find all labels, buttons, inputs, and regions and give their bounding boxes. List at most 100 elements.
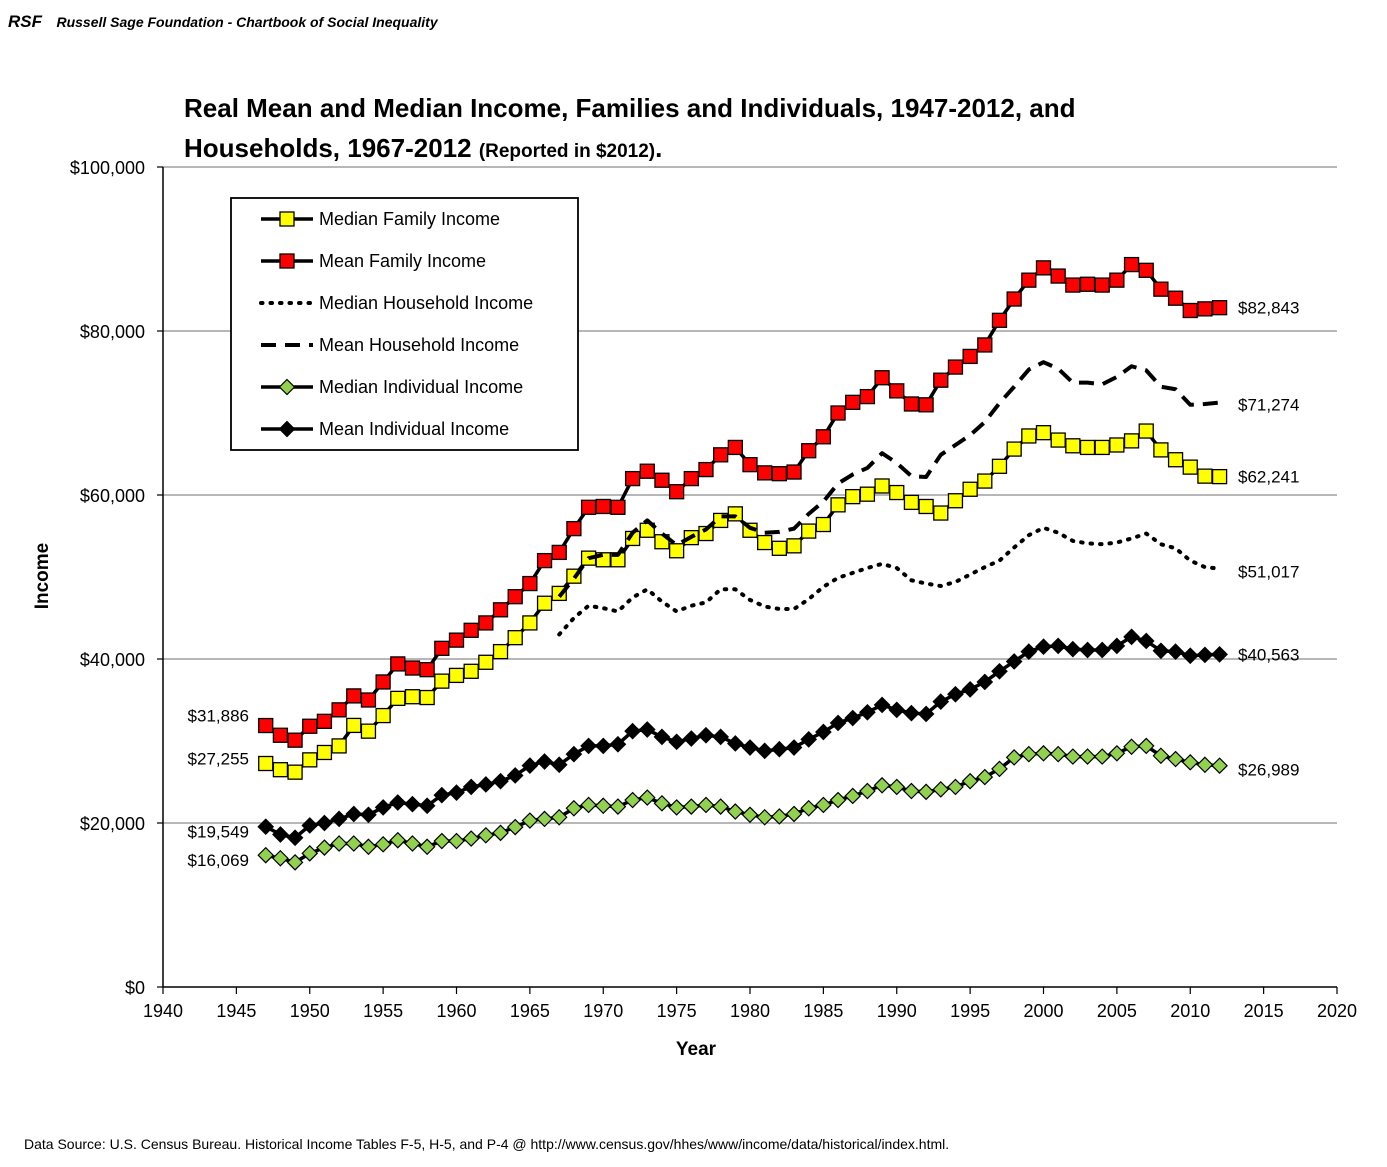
legend-marker-median-family-income [279, 211, 295, 227]
median-family-income-point [727, 506, 743, 522]
y-tick-label: $60,000 [80, 486, 145, 506]
median-individual-income-point [272, 849, 289, 867]
mean-individual-income-point [330, 810, 348, 828]
median-family-income-point [947, 493, 964, 509]
median-family-income-point [1094, 439, 1110, 456]
mean-family-income-point [713, 447, 729, 463]
mean-individual-income-point [272, 826, 289, 843]
median-family-income-point [492, 643, 509, 660]
mean-family-income-point [801, 443, 817, 459]
median-individual-income-point [374, 835, 392, 853]
median-family-income-point [962, 481, 978, 497]
end-value-label: $71,274 [1238, 396, 1299, 415]
median-family-income-series [258, 423, 1228, 780]
mean-family-income-point [302, 718, 318, 734]
mean-family-income-point [390, 656, 406, 672]
mean-individual-income-point [873, 696, 891, 714]
median-individual-income-point [1108, 744, 1126, 762]
mean-family-income-point [463, 622, 479, 638]
median-individual-income-point [1211, 757, 1228, 775]
x-tick-label: 1940 [143, 1001, 183, 1021]
mean-family-income-point [272, 727, 289, 743]
median-family-income-point [1035, 425, 1052, 441]
mean-family-income-point [1211, 300, 1228, 316]
mean-individual-income-point [1079, 641, 1096, 659]
median-family-income-point [1065, 438, 1081, 454]
mean-individual-income-point [1196, 646, 1214, 664]
legend-label-median-household-income: Median Household Income [319, 293, 533, 313]
x-tick-label: 1960 [436, 1001, 476, 1021]
mean-family-income-point [786, 464, 802, 480]
mean-family-income-point [1021, 272, 1037, 288]
median-individual-income-point [756, 808, 774, 826]
median-individual-income-point [565, 799, 583, 817]
median-individual-income-point [477, 826, 495, 844]
x-tick-label: 1980 [730, 1001, 770, 1021]
median-family-income-point [1109, 437, 1125, 453]
value-labels: $82,843 $71,274 $62,241 $51,017 $40,563 $26,9… [188, 299, 1300, 871]
mean-family-income-point [448, 632, 465, 648]
mean-individual-income-point [1152, 642, 1170, 660]
median-individual-income-point [521, 812, 539, 829]
median-family-income-point [448, 667, 465, 684]
end-value-label: $82,843 [1238, 299, 1299, 318]
mean-individual-income-point [594, 737, 612, 755]
median-individual-income-point [682, 798, 700, 815]
median-individual-income-point [1123, 738, 1140, 756]
mean-individual-income-point [1093, 641, 1111, 659]
x-tick-label: 1985 [803, 1001, 843, 1021]
end-value-label: $62,241 [1238, 468, 1299, 487]
x-tick-label: 2000 [1023, 1001, 1063, 1021]
mean-individual-income-point [448, 784, 465, 802]
mean-family-income-point [551, 544, 567, 561]
mean-individual-income-point [345, 805, 363, 823]
mean-family-income-point [1109, 272, 1125, 288]
median-individual-income-point [1152, 747, 1170, 765]
mean-family-income-point [522, 575, 538, 592]
org-name: Russell Sage Foundation - Chartbook of S… [56, 14, 438, 30]
x-tick-label: 1975 [657, 1001, 697, 1021]
median-family-income-point [1153, 442, 1169, 458]
mean-individual-income-point [947, 685, 964, 703]
y-tick-label: $100,000 [70, 158, 145, 178]
mean-family-income-point [683, 470, 699, 487]
mean-individual-income-point [682, 730, 700, 747]
median-individual-income-point [286, 854, 304, 871]
median-individual-income-point [638, 789, 656, 806]
mean-family-income-point [1182, 302, 1198, 319]
median-family-income-point [786, 538, 802, 554]
legend-label-mean-family-income: Mean Family Income [319, 251, 486, 271]
chart-title-line1: Real Mean and Median Income, Families an… [184, 93, 1076, 123]
y-tick-label: $0 [125, 978, 145, 998]
report-header: RSF Russell Sage Foundation - Chartbook … [8, 12, 438, 32]
x-tick-label: 2010 [1170, 1001, 1210, 1021]
legend: Median Family Income Mean Family Income Me… [230, 197, 579, 451]
mean-individual-income-point [771, 740, 788, 758]
median-family-income-point [390, 690, 406, 707]
x-tick-label: 2020 [1317, 1001, 1357, 1021]
mean-individual-income-point [1211, 646, 1228, 663]
mean-individual-income-point [859, 703, 876, 721]
legend-label-mean-household-income: Mean Household Income [319, 335, 519, 355]
median-individual-income-point [492, 824, 509, 842]
median-individual-income-point [594, 797, 612, 815]
median-family-income-point [507, 630, 523, 646]
median-individual-income-point [668, 799, 685, 816]
legend-marker-mean-family-income [279, 253, 295, 269]
mean-family-income-point [360, 692, 377, 708]
mean-family-income-point [771, 466, 787, 482]
x-tick-label: 1945 [216, 1001, 256, 1021]
mean-family-income-point [698, 461, 714, 478]
chart-title-period: . [655, 133, 663, 163]
median-family-income-point [801, 523, 817, 539]
mean-individual-income-point [917, 705, 935, 723]
median-individual-income-point [932, 781, 950, 798]
median-family-income-point [287, 764, 303, 780]
median-individual-income-point [624, 791, 641, 809]
mean-individual-income-point [844, 709, 862, 727]
median-individual-income-point [389, 831, 407, 849]
median-individual-income-point [859, 782, 876, 800]
median-individual-income-point [316, 839, 333, 856]
chart-title-main: Households, 1967-2012 [184, 133, 472, 163]
median-family-income-point [1123, 433, 1140, 449]
